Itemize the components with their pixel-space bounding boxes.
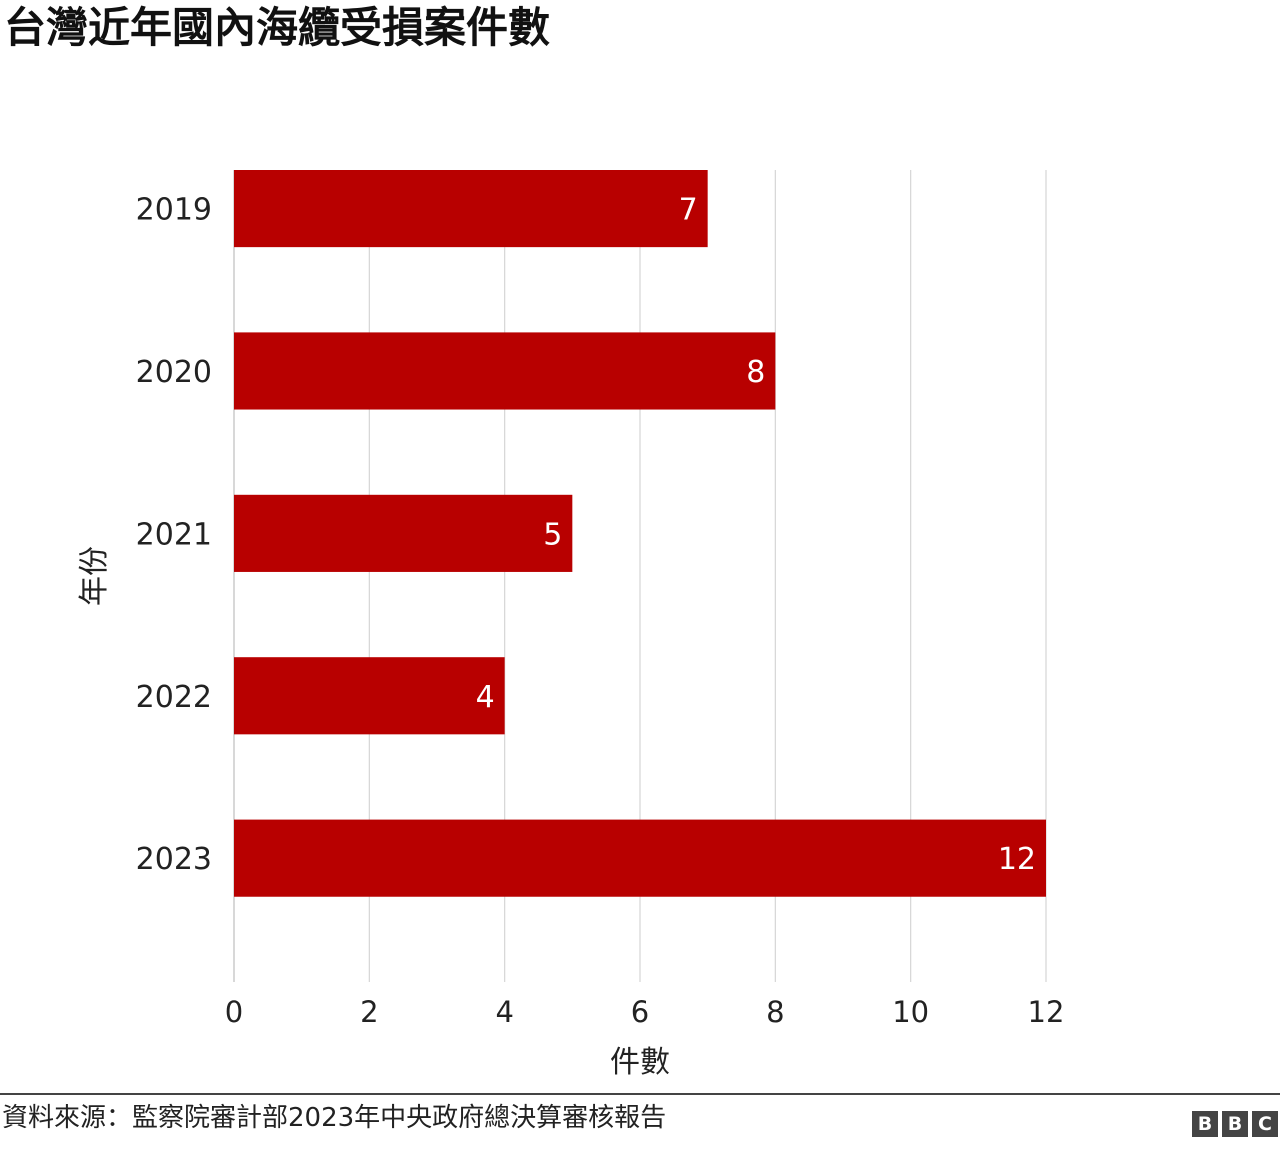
data-labels: 7 8 5 4 12	[476, 193, 1036, 878]
bar	[234, 494, 573, 572]
bar	[234, 819, 1046, 897]
data-label: 7	[679, 193, 698, 228]
x-tick-label: 4	[495, 995, 513, 1029]
y-tick-label: 2023	[136, 842, 212, 877]
x-tick-label: 8	[766, 995, 784, 1029]
bar	[234, 170, 708, 248]
x-axis-label: 件數	[610, 1045, 670, 1080]
logo-letter: B	[1192, 1111, 1218, 1137]
bar	[234, 332, 776, 410]
footer-divider	[0, 1093, 1280, 1095]
x-tick-label: 10	[892, 995, 929, 1029]
y-axis-label: 年份	[77, 546, 112, 606]
source-note: 資料來源：監察院審計部2023年中央政府總決算審核報告	[2, 1103, 667, 1133]
x-tick-label: 2	[360, 995, 378, 1029]
data-label: 5	[543, 517, 562, 552]
data-label: 8	[746, 355, 765, 390]
bars	[234, 170, 1046, 897]
x-tick-label: 0	[225, 995, 243, 1029]
data-label: 4	[476, 680, 495, 715]
x-tick-label: 6	[631, 995, 649, 1029]
bbc-logo: B B C	[1192, 1111, 1278, 1137]
y-tick-label: 2019	[136, 193, 212, 228]
chart-title: 台灣近年國內海纜受損案件數	[4, 3, 551, 52]
y-tick-label: 2021	[136, 517, 212, 552]
y-tick-label: 2022	[136, 680, 212, 715]
data-label: 12	[998, 842, 1036, 877]
x-tick-labels: 0 2 4 6 8 10 12	[225, 995, 1065, 1029]
x-tick-label: 12	[1028, 995, 1065, 1029]
bar-chart: 7 8 5 4 12 2019 2020 2021 2022 2023 0 2 4 6 8 10 12 件數…	[77, 170, 1065, 1080]
logo-letter: B	[1222, 1111, 1248, 1137]
y-tick-label: 2020	[136, 355, 212, 390]
y-tick-labels: 2019 2020 2021 2022 2023	[136, 193, 212, 878]
logo-letter: C	[1252, 1111, 1278, 1137]
bar	[234, 657, 505, 735]
